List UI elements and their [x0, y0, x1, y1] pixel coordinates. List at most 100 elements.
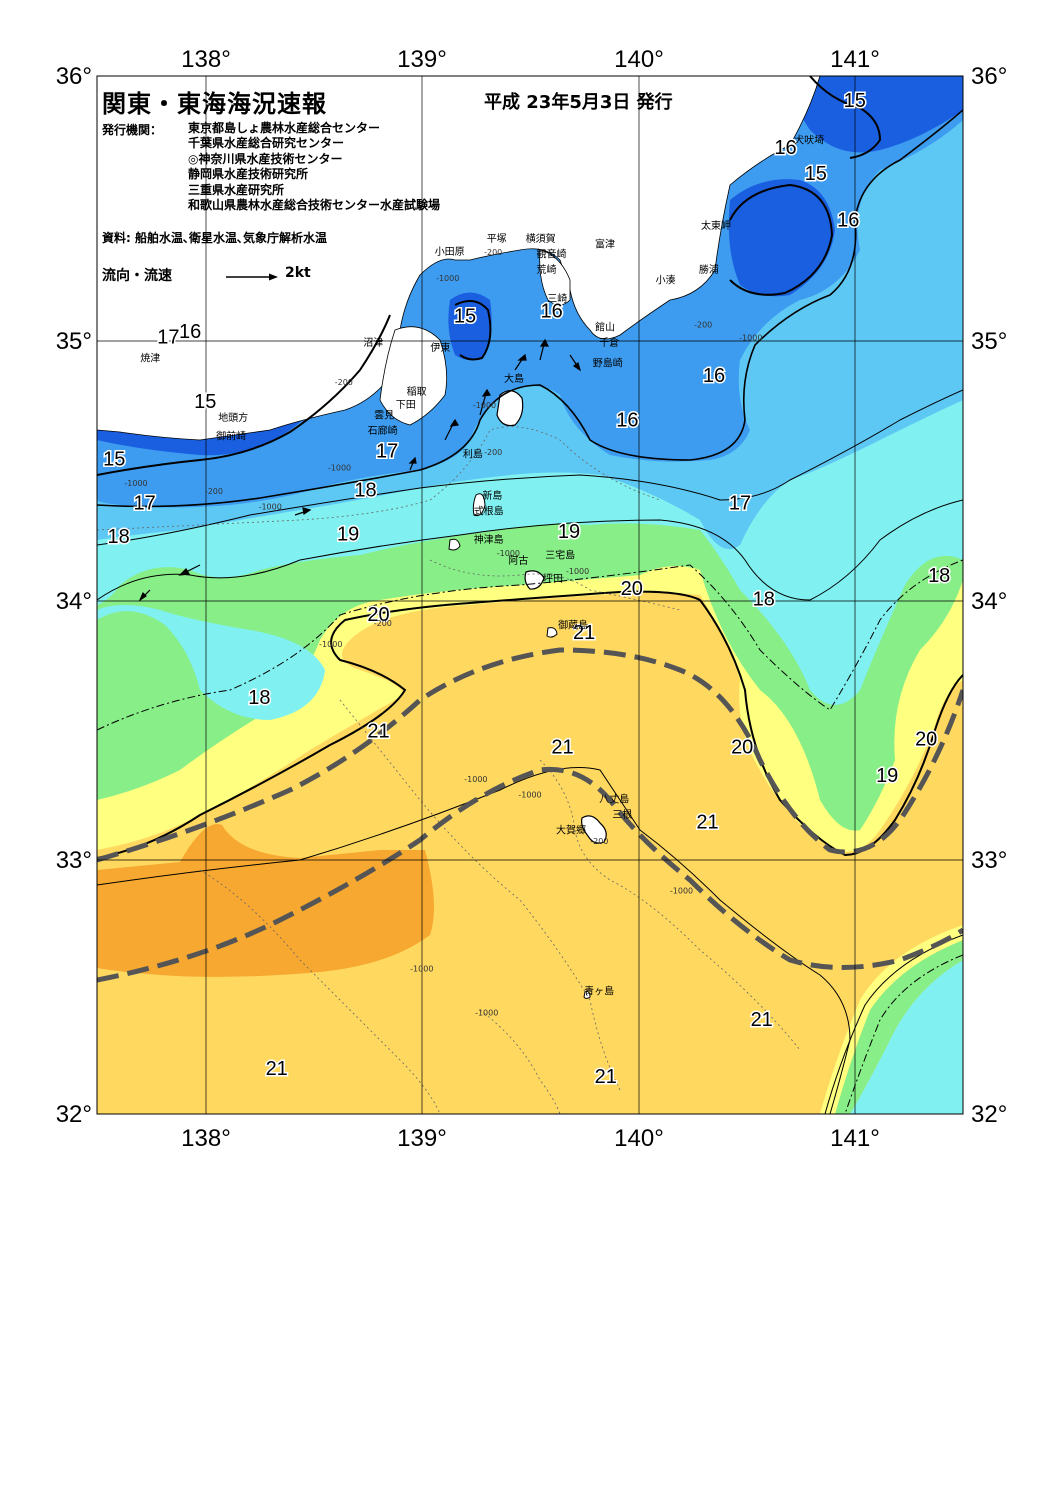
depth-label: -1000: [328, 463, 351, 472]
place-label: 富津: [595, 237, 615, 250]
island-kozushima: [448, 538, 461, 551]
place-label: 八丈島: [599, 793, 629, 806]
isotherm-label: 15: [844, 90, 866, 112]
publisher-item: 東京都島しょ農林水産総合センター: [188, 121, 381, 135]
data-source: 資料: 船舶水温､衛星水温､気象庁解析水温: [102, 231, 327, 245]
place-label: 石廊崎: [368, 424, 398, 437]
isotherm-label: 19: [337, 524, 359, 546]
lat-label-32-right: 32°: [971, 1101, 1007, 1128]
isotherm-label: 19: [876, 765, 898, 787]
isotherm-label: 15: [805, 163, 827, 185]
issue-date: 平成 23年5月3日 発行: [484, 92, 673, 113]
place-label: 下田: [396, 400, 416, 411]
lon-label-141-bottom: 141°: [830, 1125, 880, 1152]
lat-labels-left: 36° 35° 34° 33° 32°: [56, 63, 92, 1128]
depth-label: -1000: [473, 401, 496, 410]
isotherm-20-se-line: [824, 934, 963, 1114]
lat-label-35-right: 35°: [971, 328, 1007, 355]
place-label: 千倉: [599, 336, 619, 349]
lat-label-32-left: 32°: [56, 1101, 92, 1128]
place-label: 神津島: [474, 533, 504, 546]
lon-labels-top: 138° 139° 140° 141°: [181, 46, 880, 73]
flow-legend-unit: 2kt: [285, 265, 311, 281]
sst-15-sagami: [448, 292, 492, 360]
isotherm-label: 15: [454, 306, 476, 328]
current-arrows: [138, 338, 582, 602]
depth-label: -1000: [497, 549, 520, 558]
isotherm-19-line: [97, 559, 963, 731]
lon-label-140-bottom: 140°: [614, 1125, 664, 1152]
lat-label-36-right: 36°: [971, 63, 1007, 90]
isotherm-label: 17: [157, 326, 179, 348]
isotherm-label: 16: [616, 409, 638, 431]
publisher-item: ◎神奈川県水産技術センター: [188, 151, 343, 166]
depth-label: -200: [335, 378, 353, 387]
publisher-item: 静岡県水産技術研究所: [188, 167, 309, 182]
isotherm-label: 17: [133, 492, 155, 514]
kuroshio-axis: [97, 647, 963, 983]
depth-label: -1000: [475, 1008, 498, 1017]
place-label: 三崎: [547, 292, 567, 305]
place-label: 大賀郷: [556, 824, 586, 837]
place-label: 阿古: [508, 554, 528, 567]
lon-label-138-bottom: 138°: [181, 1125, 231, 1152]
lat-label-33-left: 33°: [56, 847, 92, 874]
isotherm-15-sagami-line: [454, 300, 492, 361]
place-label: 勝浦: [699, 263, 719, 276]
isotherm-label: 16: [837, 210, 859, 232]
place-label: 青ヶ島: [584, 985, 614, 998]
isotherm-label: 20: [915, 729, 937, 751]
depth-labels: -200 -1000 -200 -1000 -200 -1000 -200 -1000 -100…: [124, 248, 762, 1017]
isotherm-label: 18: [753, 588, 775, 610]
lon-label-138-top: 138°: [181, 46, 231, 73]
isotherm-label: 21: [595, 1066, 617, 1088]
land-izu-peninsula: [379, 326, 448, 426]
island-hachijo: [581, 815, 607, 844]
place-label: 観音崎: [537, 248, 567, 261]
lat-label-35-left: 35°: [56, 328, 92, 355]
sst-22-zone: [97, 824, 434, 977]
sst-18-west-eddy: [97, 605, 325, 720]
place-label: 横須賀: [526, 232, 556, 245]
isotherm-label: 17: [729, 492, 751, 514]
isotherm-label: 16: [179, 321, 201, 343]
isotherm-19-se-line: [844, 954, 963, 1114]
place-label: 犬吠埼: [794, 134, 824, 147]
lon-label-140-top: 140°: [614, 46, 664, 73]
isotherm-15-chiba-line: [729, 183, 834, 296]
isotherm-label: 20: [621, 578, 643, 600]
isotherm-17-line: [97, 389, 963, 546]
lon-label-139-bottom: 139°: [397, 1125, 447, 1152]
flow-legend-label: 流向・流速: [102, 268, 172, 284]
depth-label: -1000: [566, 567, 589, 576]
lon-label-139-top: 139°: [397, 46, 447, 73]
isotherm-label: 18: [354, 479, 376, 501]
depth-label: -1000: [259, 502, 282, 511]
isotherm-label: 17: [376, 441, 398, 463]
place-label: 野島崎: [593, 357, 623, 370]
depth-label: -1000: [518, 790, 541, 799]
publisher-label: 発行機関：: [102, 123, 163, 137]
place-label: 太東岬: [701, 219, 731, 232]
place-label: 利島: [463, 448, 483, 461]
depth-label: -1000: [436, 274, 459, 283]
place-label: 式根島: [474, 505, 504, 518]
place-label: 御前崎: [216, 429, 246, 442]
isotherm-label: 15: [194, 391, 216, 413]
temperature-fill-layer: [97, 76, 963, 1114]
place-label: 館山: [595, 320, 615, 333]
sst-19-southeast: [835, 940, 963, 1114]
isotherm-label: 16: [703, 365, 725, 387]
place-label: 小田原: [435, 246, 465, 258]
isotherm-label: 21: [696, 812, 718, 834]
depth-label: -1000: [670, 886, 693, 895]
sst-20-southeast: [820, 925, 963, 1114]
depth-label: -1000: [410, 964, 433, 973]
publisher-item: 三重県水産研究所: [188, 182, 285, 197]
map-title: 関東・東海海況速報: [102, 90, 327, 118]
isotherm-label: 18: [928, 565, 950, 587]
place-label: 大島: [504, 372, 524, 385]
depth-label: -1000: [464, 775, 487, 784]
lon-label-141-top: 141°: [830, 46, 880, 73]
